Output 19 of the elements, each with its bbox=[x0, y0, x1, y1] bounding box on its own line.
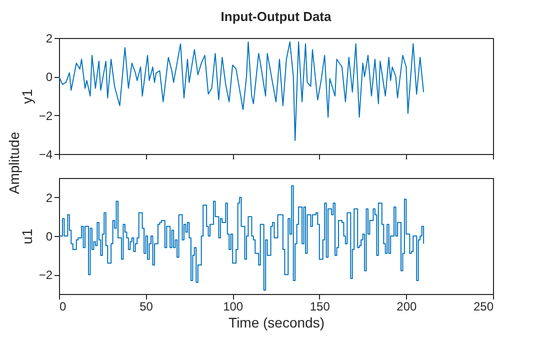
x-tick-label: 200 bbox=[396, 300, 418, 314]
x-tick-label: 100 bbox=[223, 300, 244, 314]
x-tick-label: 50 bbox=[140, 300, 154, 314]
text: Amplitude bbox=[6, 132, 22, 194]
line-series bbox=[58, 41, 424, 141]
y-tick-label: −2 bbox=[38, 268, 53, 282]
y-tick-label: −4 bbox=[38, 148, 53, 162]
x-tick-label: 150 bbox=[310, 300, 330, 314]
y-axis-title: y1 bbox=[18, 88, 35, 104]
y-tick-label: 0 bbox=[46, 230, 53, 244]
y-axis-title: u1 bbox=[18, 228, 35, 244]
x-axis-title: Time (seconds) bbox=[228, 314, 324, 330]
y-tick-label: 2 bbox=[46, 32, 53, 46]
y-tick-label: 0 bbox=[46, 70, 53, 84]
chart-title: Input-Output Data bbox=[220, 9, 332, 24]
x-tick-label: 0 bbox=[60, 300, 66, 314]
x-tick-label: 250 bbox=[473, 300, 494, 314]
y-tick-label: 2 bbox=[46, 190, 53, 205]
y-tick-label: −2 bbox=[38, 108, 53, 123]
